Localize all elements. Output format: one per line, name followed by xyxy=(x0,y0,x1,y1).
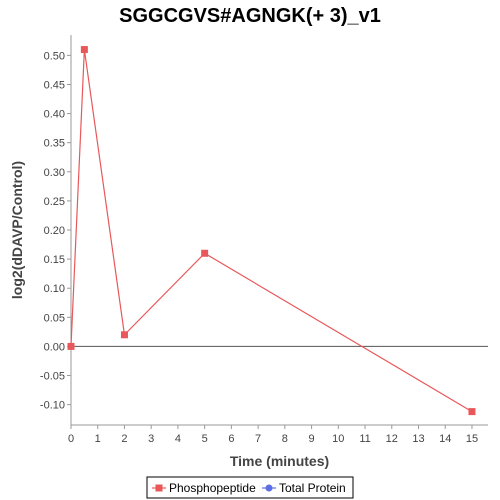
y-axis-ticks: 0.50 0.45 0.40 0.35 0.30 0.25 0.20 0.15 0.10 0.05… xyxy=(40,50,71,412)
y-tick-label: 0.15 xyxy=(44,254,65,266)
x-tick-label: 3 xyxy=(148,433,154,445)
legend-marker xyxy=(155,484,163,492)
x-tick-label: 2 xyxy=(121,433,127,445)
y-axis-label: log2(dDAVP/Control) xyxy=(9,161,25,299)
data-point xyxy=(67,342,75,350)
x-axis-label: Time (minutes) xyxy=(230,453,329,469)
x-tick-label: 7 xyxy=(255,433,261,445)
x-tick-label: 0 xyxy=(68,433,74,445)
legend-marker xyxy=(265,484,273,492)
y-tick-label: 0.40 xyxy=(44,109,65,121)
data-point xyxy=(80,46,88,54)
y-tick-label: 0.10 xyxy=(44,283,65,295)
x-tick-label: 10 xyxy=(332,433,344,445)
chart-title: SGGCGVS#AGNGK(+ 3)_v1 xyxy=(119,5,381,27)
y-tick-label: -0.10 xyxy=(40,400,65,412)
plot-area: 0.50 0.45 0.40 0.35 0.30 0.25 0.20 0.15 0.10 0.05… xyxy=(40,35,488,445)
y-tick-label: 0.00 xyxy=(44,341,65,353)
series-layer xyxy=(67,46,476,416)
x-tick-label: 15 xyxy=(466,433,478,445)
plot-frame xyxy=(71,35,488,425)
x-tick-label: 13 xyxy=(412,433,424,445)
y-tick-label: 0.30 xyxy=(44,167,65,179)
legend-box xyxy=(146,476,354,499)
y-tick-label: -0.05 xyxy=(40,371,65,383)
x-tick-label: 5 xyxy=(202,433,208,445)
legend: Phosphopeptide Total Protein xyxy=(146,476,354,499)
x-tick-label: 8 xyxy=(282,433,288,445)
x-tick-label: 9 xyxy=(309,433,315,445)
legend-label: Total Protein xyxy=(279,481,346,495)
x-tick-label: 4 xyxy=(175,433,181,445)
y-tick-label: 0.20 xyxy=(44,225,65,237)
y-tick-label: 0.05 xyxy=(44,312,65,324)
x-tick-label: 1 xyxy=(95,433,101,445)
y-tick-label: 0.45 xyxy=(44,79,65,91)
legend-label: Phosphopeptide xyxy=(169,481,256,495)
legend-items: Phosphopeptide Total Protein xyxy=(152,481,346,495)
y-tick-label: 0.35 xyxy=(44,138,65,150)
data-point xyxy=(201,249,209,257)
y-tick-label: 0.50 xyxy=(44,50,65,62)
data-point xyxy=(120,331,128,339)
x-axis-ticks: 0 1 2 3 4 5 6 7 8 9 10 11 12 13 14 15 xyxy=(68,425,478,445)
x-tick-label: 11 xyxy=(359,433,370,445)
data-point xyxy=(468,408,476,416)
y-tick-label: 0.25 xyxy=(44,196,65,208)
x-tick-label: 14 xyxy=(439,433,451,445)
x-tick-label: 12 xyxy=(386,433,398,445)
x-tick-label: 6 xyxy=(228,433,234,445)
